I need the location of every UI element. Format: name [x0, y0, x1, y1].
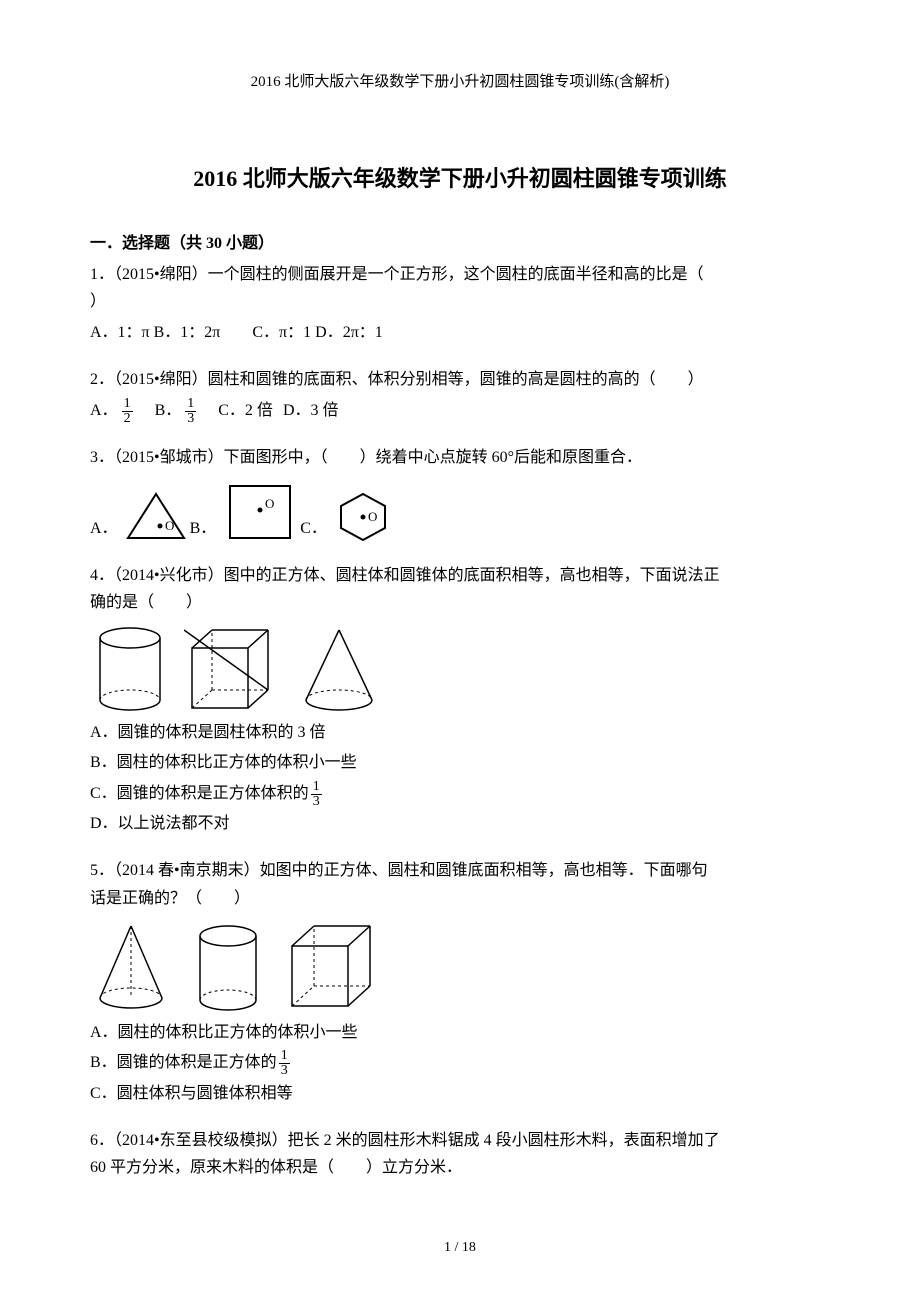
q5-images	[90, 920, 830, 1014]
q3-images: A． O B． O C． O	[90, 480, 830, 544]
q2-opt-a-label: A．	[90, 397, 118, 426]
q5-opt-a: A．圆柱的体积比正方体的体积小一些	[90, 1018, 830, 1048]
page-number: 1 / 18	[0, 1240, 920, 1256]
fraction-1-3-b: 13	[311, 780, 322, 809]
q5-text-1: 5．（2014 春•南京期末）如图中的正方体、圆柱和圆锥底面积相等，高也相等．下…	[90, 857, 830, 884]
q4-opt-b: B．圆柱的体积比正方体的体积小一些	[90, 748, 830, 778]
q3-label-c: C．	[300, 516, 327, 544]
triangle-icon: O	[122, 488, 190, 544]
q1-text-2: ）	[90, 288, 830, 315]
q4-images	[90, 624, 830, 714]
q2-text: 2．（2015•绵阳）圆柱和圆锥的底面积、体积分别相等，圆锥的高是圆柱的高的（ …	[90, 366, 830, 393]
q2-opt-d: D．3 倍	[283, 397, 339, 426]
fraction-1-3-c: 13	[279, 1049, 290, 1078]
q4-opt-c-prefix: C．圆锥的体积是正方体体积的	[90, 785, 309, 802]
q3-label-a: A．	[90, 516, 118, 544]
q5-text-2: 话是正确的？（ ）	[90, 885, 830, 912]
q4-text-1: 4．（2014•兴化市）图中的正方体、圆柱体和圆锥体的底面积相等，高也相等，下面…	[90, 562, 830, 589]
question-4: 4．（2014•兴化市）图中的正方体、圆柱体和圆锥体的底面积相等，高也相等，下面…	[90, 562, 830, 840]
question-2: 2．（2015•绵阳）圆柱和圆锥的底面积、体积分别相等，圆锥的高是圆柱的高的（ …	[90, 366, 830, 426]
fraction-1-2: 12	[122, 397, 135, 426]
q5-opt-b: B．圆锥的体积是正方体的13	[90, 1048, 830, 1078]
question-5: 5．（2014 春•南京期末）如图中的正方体、圆柱和圆锥底面积相等，高也相等．下…	[90, 857, 830, 1109]
svg-text:O: O	[265, 496, 274, 511]
section-title: 一．选择题（共 30 小题）	[90, 229, 830, 253]
question-1: 1．（2015•绵阳）一个圆柱的侧面展开是一个正方形，这个圆柱的底面半径和高的比…	[90, 261, 830, 348]
question-3: 3．（2015•邹城市）下面图形中，（ ）绕着中心点旋转 60°后能和原图重合．…	[90, 444, 830, 543]
q2-options: A． 12 B． 13 C．2 倍 D．3 倍	[90, 397, 830, 426]
q5-opt-b-prefix: B．圆锥的体积是正方体的	[90, 1054, 277, 1071]
cylinder-icon-2	[190, 920, 266, 1014]
q5-opt-c: C．圆柱体积与圆锥体积相等	[90, 1079, 830, 1109]
q4-opt-c: C．圆锥的体积是正方体体积的13	[90, 779, 830, 809]
q4-options: A．圆锥的体积是圆柱体积的 3 倍 B．圆柱的体积比正方体的体积小一些 C．圆锥…	[90, 718, 830, 840]
q4-text-2: 确的是（ ）	[90, 589, 830, 616]
hexagon-icon: O	[331, 488, 395, 544]
q4-opt-d: D．以上说法都不对	[90, 809, 830, 839]
q6-text-1: 6．（2014•东至县校级模拟）把长 2 米的圆柱形木料锯成 4 段小圆柱形木料…	[90, 1127, 830, 1154]
q4-opt-a: A．圆锥的体积是圆柱体积的 3 倍	[90, 718, 830, 748]
q2-opt-b-label: B．	[155, 397, 182, 426]
q6-text-2: 60 平方分米，原来木料的体积是（ ）立方分米．	[90, 1154, 830, 1181]
q3-label-b: B．	[190, 516, 217, 544]
svg-text:O: O	[368, 509, 377, 524]
cylinder-icon	[90, 624, 170, 714]
q1-options: A．1：π B．1：2π C．π：1 D．2π：1	[90, 319, 830, 348]
fraction-1-3: 13	[185, 397, 198, 426]
main-title: 2016 北师大版六年级数学下册小升初圆柱圆锥专项训练	[90, 161, 830, 193]
question-6: 6．（2014•东至县校级模拟）把长 2 米的圆柱形木料锯成 4 段小圆柱形木料…	[90, 1127, 830, 1181]
square-icon: O	[220, 480, 300, 544]
cube-icon	[184, 624, 280, 714]
q3-text: 3．（2015•邹城市）下面图形中，（ ）绕着中心点旋转 60°后能和原图重合．	[90, 444, 830, 471]
header-title: 2016 北师大版六年级数学下册小升初圆柱圆锥专项训练(含解析)	[90, 70, 830, 91]
q1-text-1: 1．（2015•绵阳）一个圆柱的侧面展开是一个正方形，这个圆柱的底面半径和高的比…	[90, 261, 830, 288]
q5-options: A．圆柱的体积比正方体的体积小一些 B．圆锥的体积是正方体的13 C．圆柱体积与…	[90, 1018, 830, 1109]
cone-icon	[294, 624, 384, 714]
q2-opt-c: C．2 倍	[218, 397, 273, 426]
svg-text:O: O	[165, 518, 174, 533]
cube-icon-2	[284, 920, 384, 1014]
cone-icon-2	[90, 920, 172, 1014]
